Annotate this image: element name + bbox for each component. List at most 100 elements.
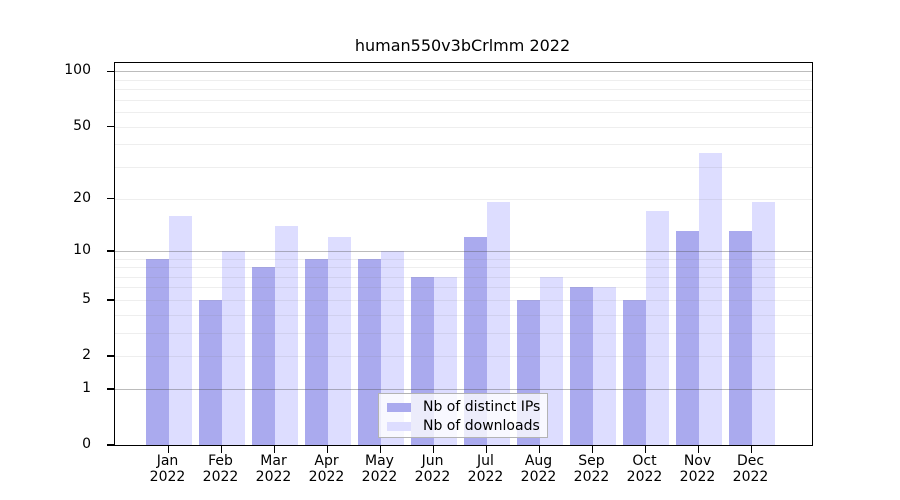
x-tick-oct (644, 445, 647, 453)
bar-distinct-ips-apr (304, 258, 328, 445)
legend-swatch-ips (387, 403, 411, 412)
x-tick-may (379, 445, 382, 453)
bar-downloads-sep (592, 287, 616, 445)
bar-distinct-ips-jan (145, 258, 169, 445)
year-label: 2022 (679, 469, 716, 485)
bar-distinct-ips-may (357, 258, 381, 445)
x-tick-label-feb: Feb 2022 (189, 453, 253, 485)
bar-distinct-ips-sep (569, 287, 593, 445)
year-label: 2022 (202, 469, 239, 485)
y-tick-2 (107, 355, 115, 357)
gridline-6 (115, 287, 812, 289)
year-label: 2022 (573, 469, 610, 485)
gridline-50 (115, 126, 812, 128)
gridline-80 (115, 89, 812, 91)
year-label: 2022 (308, 469, 345, 485)
bar-downloads-mar (274, 225, 298, 445)
bar-downloads-feb (221, 250, 245, 445)
bar-downloads-jan (168, 215, 192, 445)
month-label: Oct (632, 453, 657, 469)
legend-label-downloads: Nb of downloads (423, 418, 540, 434)
month-label: Mar (260, 453, 287, 469)
gridline-70 (115, 99, 812, 101)
x-tick-label-jun: Jun 2022 (401, 453, 465, 485)
month-label: May (365, 453, 394, 469)
gridline-40 (115, 144, 812, 146)
y-tick-1 (107, 388, 115, 390)
bar-distinct-ips-nov (675, 231, 699, 445)
y-tick-0 (107, 444, 115, 446)
bar-distinct-ips-mar (251, 267, 275, 445)
month-label: Jan (156, 453, 179, 469)
year-label: 2022 (732, 469, 769, 485)
axis-ticks-layer (107, 63, 812, 453)
gridline-7 (115, 276, 812, 278)
bar-downloads-jul (486, 202, 510, 445)
x-tick-sep (591, 445, 594, 453)
month-label: Feb (208, 453, 233, 469)
month-label: Aug (524, 453, 553, 469)
grid-overlay-layer (115, 63, 812, 445)
gridline-9 (115, 258, 812, 260)
year-label: 2022 (414, 469, 451, 485)
gridline-10 (115, 250, 812, 252)
bar-downloads-oct (645, 211, 669, 445)
x-tick-jul (485, 445, 488, 453)
gridline-60 (115, 112, 812, 114)
y-tick-label-50: 50 (73, 117, 91, 134)
chart-title: human550v3bCrlmm 2022 (354, 36, 571, 55)
y-tick-label-100: 100 (64, 62, 91, 79)
month-label: Dec (736, 453, 765, 469)
y-tick-50 (107, 125, 115, 128)
y-tick-20 (107, 197, 115, 200)
y-tick-label-1: 1 (82, 379, 91, 396)
x-tick-mar (273, 445, 276, 453)
x-tick-jan (167, 445, 170, 453)
x-tick-label-sep: Sep 2022 (560, 453, 624, 485)
gridline-3 (115, 332, 812, 334)
gridline-2 (115, 356, 812, 358)
year-label: 2022 (255, 469, 292, 485)
legend: Nb of distinct IPs Nb of downloads (378, 393, 548, 438)
x-tick-nov (697, 445, 700, 453)
y-tick-label-20: 20 (73, 189, 91, 206)
legend-item-downloads: Nb of downloads (387, 418, 540, 435)
gridline-90 (115, 79, 812, 81)
y-tick-5 (107, 299, 115, 301)
x-tick-label-apr: Apr 2022 (295, 453, 359, 485)
legend-swatch-downloads (387, 422, 411, 431)
gridline-30 (115, 166, 812, 168)
gridline-20 (115, 198, 812, 200)
gridline-8 (115, 267, 812, 269)
x-tick-label-jul: Jul 2022 (454, 453, 518, 485)
bar-distinct-ips-oct (622, 299, 646, 445)
year-label: 2022 (467, 469, 504, 485)
legend-label-ips: Nb of distinct IPs (423, 399, 541, 415)
gridline-5 (115, 299, 812, 301)
month-label: Jun (421, 453, 444, 469)
x-tick-label-nov: Nov 2022 (666, 453, 730, 485)
year-label: 2022 (520, 469, 557, 485)
y-tick-label-0: 0 (82, 436, 91, 452)
gridline-100 (115, 71, 812, 73)
month-label: Apr (314, 453, 339, 469)
y-tick-label-2: 2 (82, 347, 91, 364)
legend-item-ips: Nb of distinct IPs (387, 399, 540, 416)
x-tick-aug (538, 445, 541, 453)
gridline-4 (115, 314, 812, 316)
y-tick-100 (107, 70, 115, 73)
bar-distinct-ips-feb (198, 299, 222, 445)
x-tick-feb (220, 445, 223, 453)
year-label: 2022 (361, 469, 398, 485)
x-tick-apr (326, 445, 329, 453)
x-tick-label-oct: Oct 2022 (613, 453, 677, 485)
y-tick-label-10: 10 (73, 241, 91, 258)
bar-distinct-ips-dec (728, 231, 752, 445)
month-label: Jul (477, 453, 494, 469)
x-tick-label-dec: Dec 2022 (719, 453, 783, 485)
x-tick-label-aug: Aug 2022 (507, 453, 571, 485)
x-tick-label-may: May 2022 (348, 453, 412, 485)
bar-downloads-apr (327, 237, 351, 445)
y-tick-10 (107, 250, 115, 252)
